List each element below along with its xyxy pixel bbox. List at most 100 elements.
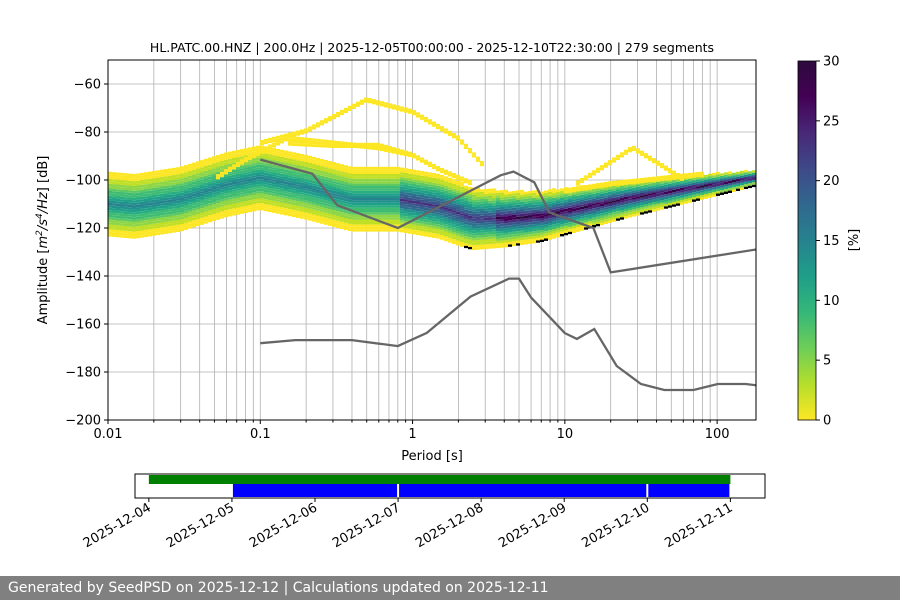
heatmap-cell <box>388 198 392 201</box>
heatmap-cell <box>364 166 368 170</box>
heatmap-cell <box>500 192 504 195</box>
heatmap-cell <box>412 153 416 156</box>
heatmap-cell <box>352 219 356 222</box>
heatmap-cell <box>148 198 152 201</box>
heatmap-cell <box>432 163 436 167</box>
heatmap-cell <box>372 188 376 191</box>
heatmap-cell <box>252 201 256 205</box>
heatmap-cell <box>632 185 636 188</box>
heatmap-cell <box>264 191 268 195</box>
heatmap-cell <box>696 186 700 189</box>
heatmap-cell <box>396 198 400 201</box>
heatmap-cell <box>136 211 140 215</box>
heatmap-cell <box>576 229 580 232</box>
heatmap-cell <box>480 215 484 219</box>
heatmap-cell <box>656 205 660 209</box>
heatmap-cell <box>476 223 480 226</box>
heatmap-cell <box>264 158 268 161</box>
heatmap-cell <box>576 205 580 208</box>
heatmap-cell <box>212 197 216 200</box>
heatmap-cell <box>244 169 248 173</box>
heatmap-cell <box>400 172 404 175</box>
heatmap-cell <box>508 222 512 226</box>
heatmap-cell <box>496 226 500 229</box>
heatmap-cell <box>168 187 172 191</box>
heatmap-cell <box>396 229 400 232</box>
heatmap-cell <box>428 179 432 182</box>
heatmap-cell <box>256 167 260 170</box>
heatmap-cell <box>160 169 164 173</box>
heatmap-cell <box>484 193 488 197</box>
heatmap-cell <box>232 186 236 190</box>
heatmap-cell <box>648 186 652 189</box>
heatmap-cell <box>320 163 324 167</box>
heatmap-cell <box>372 193 376 196</box>
heatmap-cell <box>416 191 420 195</box>
heatmap-cell <box>300 137 304 140</box>
heatmap-cell <box>296 186 300 190</box>
heatmap-cell <box>616 191 620 195</box>
heatmap-cell <box>132 181 136 184</box>
heatmap-cell <box>260 181 264 184</box>
heatmap-cell <box>284 179 288 182</box>
heatmap-cell <box>168 214 172 217</box>
heatmap-cell <box>188 221 192 224</box>
heatmap-cell <box>112 176 116 180</box>
heatmap-cell <box>684 186 688 190</box>
heatmap-cell <box>316 215 320 218</box>
heatmap-cell <box>536 211 540 214</box>
heatmap-cell <box>168 180 172 183</box>
heatmap-cell <box>348 178 352 181</box>
heatmap-cell <box>144 196 148 199</box>
heatmap-cell <box>424 207 428 211</box>
heatmap-cell <box>168 175 172 179</box>
heatmap-cell <box>464 209 468 213</box>
heatmap-cell <box>224 154 228 158</box>
heatmap-cell <box>276 165 280 169</box>
heatmap-cell <box>192 165 196 168</box>
heatmap-cell <box>328 223 332 226</box>
heatmap-cell <box>496 195 500 198</box>
heatmap-cell <box>528 239 532 242</box>
heatmap-cell <box>728 178 732 181</box>
heatmap-cell <box>372 198 376 201</box>
heatmap-cell <box>504 199 508 202</box>
heatmap-cell <box>468 220 472 223</box>
heatmap-cell <box>380 219 384 222</box>
timeline-tick-label: 2025-12-05 <box>164 500 237 551</box>
heatmap-cell <box>480 225 484 228</box>
heatmap-cell <box>616 213 620 216</box>
heatmap-cell <box>416 189 420 192</box>
heatmap-cell <box>428 213 432 216</box>
heatmap-cell <box>344 213 348 216</box>
heatmap-cell <box>336 218 340 221</box>
heatmap-cell <box>420 202 424 205</box>
heatmap-cell <box>144 222 148 226</box>
heatmap-cell <box>172 196 176 200</box>
heatmap-cell <box>460 139 464 142</box>
heatmap-cell <box>316 122 320 125</box>
heatmap-cell <box>300 201 304 205</box>
heatmap-cell <box>540 227 544 231</box>
heatmap-cell <box>132 224 136 227</box>
heatmap-cell <box>444 205 448 208</box>
heatmap-cell <box>328 206 332 210</box>
heatmap-cell <box>644 199 648 202</box>
heatmap-cell <box>204 170 208 174</box>
heatmap-cell <box>720 180 724 183</box>
heatmap-cell <box>592 220 596 223</box>
heatmap-cell <box>172 211 176 214</box>
heatmap-cell <box>220 209 224 212</box>
heatmap-cell <box>348 108 352 112</box>
heatmap-cell <box>400 198 404 202</box>
heatmap-cell <box>532 240 536 244</box>
heatmap-cell <box>208 210 212 213</box>
heatmap-cell <box>516 243 520 246</box>
heatmap-cell <box>180 204 184 208</box>
heatmap-cell <box>164 226 168 230</box>
heatmap-cell <box>580 213 584 217</box>
heatmap-cell <box>616 182 620 186</box>
heatmap-cell <box>592 215 596 218</box>
heatmap-cell <box>624 149 628 153</box>
heatmap-cell <box>648 191 652 194</box>
